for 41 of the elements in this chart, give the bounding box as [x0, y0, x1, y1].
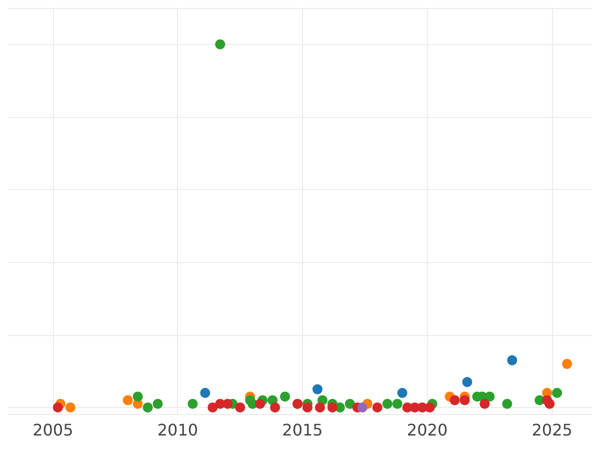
- point: [52, 402, 63, 412]
- point: [544, 398, 555, 409]
- point: [152, 398, 163, 409]
- point: [460, 395, 470, 406]
- point: [255, 398, 266, 409]
- point: [188, 398, 198, 409]
- point: [502, 398, 512, 409]
- x-tick-label: 2025: [532, 420, 572, 440]
- point: [142, 402, 153, 412]
- point: [208, 402, 218, 412]
- x-tick-label: 2005: [32, 420, 74, 440]
- x-tick-label: 2010: [157, 420, 198, 440]
- point: [344, 398, 355, 409]
- point: [280, 392, 290, 402]
- point: [372, 402, 382, 412]
- point: [462, 377, 472, 388]
- point: [314, 402, 325, 412]
- point: [357, 402, 368, 412]
- point: [484, 392, 495, 402]
- point: [480, 398, 490, 409]
- point: [132, 392, 143, 402]
- point: [327, 402, 338, 412]
- point: [200, 388, 210, 398]
- point: [392, 398, 402, 409]
- point: [215, 39, 226, 50]
- point: [552, 388, 562, 398]
- point: [562, 358, 572, 369]
- point: [312, 384, 322, 394]
- point: [424, 402, 435, 412]
- point: [270, 402, 280, 412]
- point: [507, 355, 518, 366]
- point: [382, 398, 392, 409]
- point: [397, 388, 408, 398]
- point: [450, 395, 460, 406]
- point: [122, 395, 133, 406]
- point: [235, 402, 246, 412]
- x-tick-label: 2015: [282, 420, 323, 440]
- x-tick-label: 2020: [406, 420, 448, 440]
- point: [65, 402, 76, 412]
- point: [222, 398, 233, 409]
- point: [302, 402, 312, 412]
